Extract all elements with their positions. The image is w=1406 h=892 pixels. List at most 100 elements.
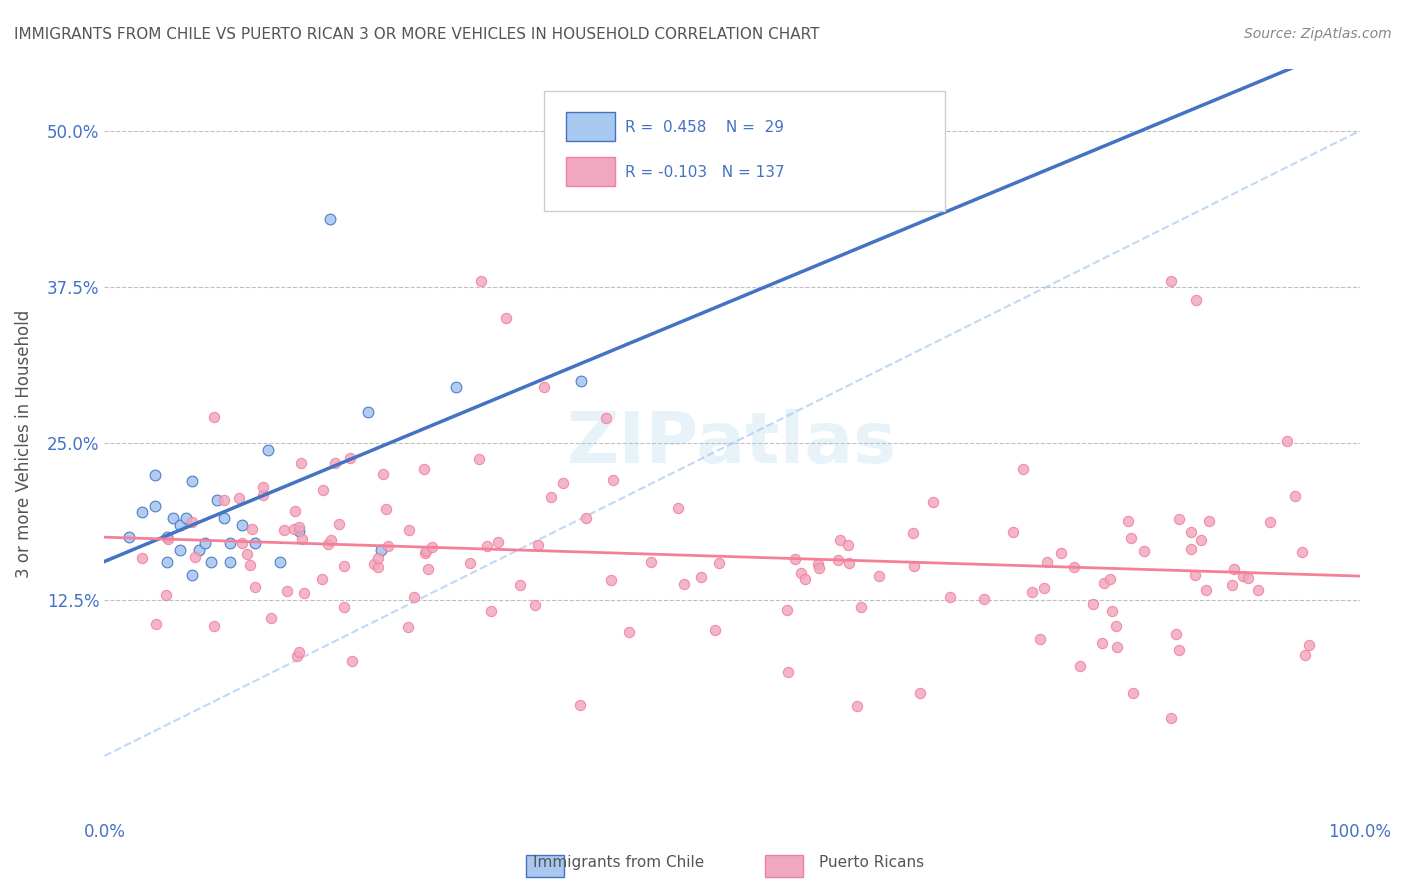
Point [145, 617, 167, 632]
Point [595, 411, 617, 425]
Point [184, 549, 207, 564]
Point [1237, 571, 1260, 585]
Point [470, 274, 492, 288]
Point [1063, 559, 1085, 574]
Point [143, 467, 166, 482]
Point [1099, 572, 1122, 586]
Point [540, 490, 562, 504]
Point [526, 538, 548, 552]
Point [1294, 648, 1316, 663]
Point [212, 493, 235, 508]
Point [1275, 434, 1298, 449]
Point [486, 535, 509, 549]
Point [1122, 686, 1144, 700]
Point [357, 405, 380, 419]
Point [367, 560, 389, 574]
Point [375, 501, 398, 516]
Point [1166, 627, 1188, 641]
Point [312, 483, 335, 498]
Point [413, 462, 436, 476]
Text: Immigrants from Chile: Immigrants from Chile [533, 855, 704, 870]
Point [396, 620, 419, 634]
Text: R =  0.458    N =  29: R = 0.458 N = 29 [626, 120, 785, 135]
Point [1081, 597, 1104, 611]
Point [468, 451, 491, 466]
Point [319, 211, 342, 226]
Point [181, 474, 204, 488]
Point [569, 374, 592, 388]
Point [131, 550, 153, 565]
Point [292, 586, 315, 600]
Point [363, 557, 385, 571]
Point [1105, 619, 1128, 633]
Point [202, 410, 225, 425]
Point [157, 532, 180, 546]
Point [156, 530, 179, 544]
Point [475, 540, 498, 554]
Point [1232, 569, 1254, 583]
Point [1168, 643, 1191, 657]
Point [256, 442, 278, 457]
Point [1050, 546, 1073, 560]
FancyBboxPatch shape [526, 855, 564, 877]
Point [838, 556, 860, 570]
Point [640, 555, 662, 569]
Point [1116, 514, 1139, 528]
Point [332, 558, 354, 573]
Point [703, 624, 725, 638]
Point [672, 576, 695, 591]
Point [1036, 555, 1059, 569]
Point [1180, 524, 1202, 539]
Point [131, 505, 153, 519]
Point [569, 698, 592, 712]
Point [1029, 632, 1052, 646]
Point [180, 515, 202, 529]
Point [1092, 576, 1115, 591]
Point [509, 577, 531, 591]
Point [1133, 544, 1156, 558]
Point [273, 523, 295, 537]
Point [169, 542, 191, 557]
Point [1101, 604, 1123, 618]
Point [202, 619, 225, 633]
Point [666, 500, 689, 515]
Point [973, 591, 995, 606]
Point [187, 542, 209, 557]
Point [311, 572, 333, 586]
Point [287, 645, 309, 659]
Point [689, 570, 711, 584]
Point [1223, 562, 1246, 576]
Point [156, 555, 179, 569]
Point [219, 555, 242, 569]
Point [328, 516, 350, 531]
Point [283, 522, 305, 536]
Point [1001, 524, 1024, 539]
Point [837, 538, 859, 552]
Point [1069, 659, 1091, 673]
Point [373, 467, 395, 481]
Point [495, 311, 517, 326]
Point [370, 542, 392, 557]
Point [162, 511, 184, 525]
Point [288, 520, 311, 534]
Point [1167, 512, 1189, 526]
Point [793, 572, 815, 586]
Point [291, 533, 314, 547]
Point [252, 480, 274, 494]
Point [174, 511, 197, 525]
Point [1032, 581, 1054, 595]
Point [143, 499, 166, 513]
Point [1284, 489, 1306, 503]
Point [319, 533, 342, 547]
FancyBboxPatch shape [765, 855, 803, 877]
Point [575, 510, 598, 524]
FancyBboxPatch shape [544, 91, 945, 211]
Point [1291, 545, 1313, 559]
Point [1160, 711, 1182, 725]
Point [118, 530, 141, 544]
Point [155, 588, 177, 602]
Point [398, 523, 420, 537]
Point [1121, 531, 1143, 545]
Point [524, 599, 547, 613]
Point [287, 648, 309, 663]
